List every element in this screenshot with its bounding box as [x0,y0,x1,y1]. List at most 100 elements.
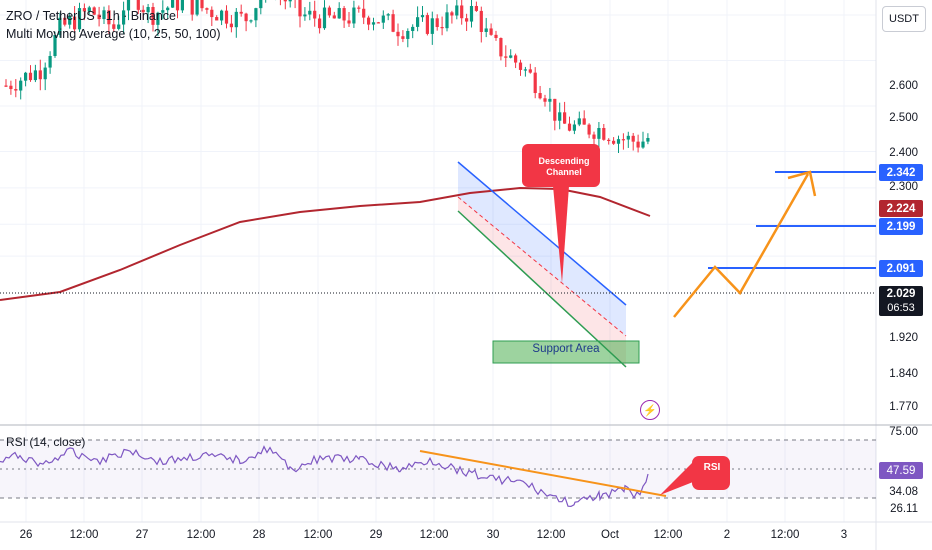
candle-body [215,17,219,21]
candle-body [136,0,140,10]
candle-body [411,26,415,31]
support-area-label: Support Area [532,343,600,355]
candle-body [514,55,518,63]
candle-body [259,0,263,9]
rsi-callout [692,456,730,490]
time-tick: Oct [601,529,619,541]
candle-body [53,34,57,56]
candle-body [318,18,322,29]
candle-body [626,135,630,140]
channel-lower-line [457,210,627,368]
candle-body [616,139,621,144]
candle-body [244,13,248,22]
candle-body [553,98,557,121]
channel-upper-line [457,161,627,306]
rsi-header[interactable]: RSI (14, close) [6,435,86,449]
candle-body [499,38,503,57]
time-tick: 12:00 [69,529,99,541]
candle-body [465,18,469,22]
candle-body [646,137,650,142]
time-tick: 29 [369,529,383,541]
candle-body [518,62,523,70]
descending-channel-callout [522,144,600,187]
candle-body [455,5,459,16]
candle-body [572,124,576,131]
candle-body [303,14,307,17]
candle-body [126,0,131,11]
candle-body [171,0,175,8]
indicator-label[interactable]: Multi Moving Average (10, 25, 50, 100) [6,27,221,41]
candle-body [298,0,302,17]
candle-body [327,7,331,16]
candle-body [175,0,180,11]
candle-body [4,85,8,87]
candle-body [63,17,67,25]
rsi-tick: 26.11 [890,503,918,515]
time-tick: 12:00 [419,529,449,541]
candle-body [582,118,586,125]
time-tick: 27 [135,529,149,541]
candle-body [509,55,513,58]
rsi-callout-pointer [660,462,693,495]
candle-body [224,10,229,24]
rsi-callout-label: RSI [703,462,721,473]
candle-body [381,15,385,23]
candle-body [254,8,258,21]
candle-body [489,28,493,35]
candle-body [308,10,312,15]
candle-body [636,141,640,148]
candle-body [543,98,547,102]
candle-body [58,17,62,35]
time-tick: 12:00 [653,529,683,541]
candle-body [28,72,33,81]
candle-body [567,123,572,131]
candle-body [146,7,150,13]
candle-body [577,118,581,125]
rsi-value-badge: 47.59 [879,462,923,479]
candle-body [474,5,478,11]
channel-lower-fill [458,197,626,367]
candle-body [73,16,77,30]
candle-body [430,18,434,34]
time-tick: 12:00 [770,529,800,541]
symbol-title[interactable]: ZRO / TetherUS · 1h · Binance [6,9,176,23]
level-badge-2091: 2.091 [879,260,923,277]
last-price-badge: 2.029 06:53 [879,286,923,316]
candle-body [602,128,606,140]
candle-body [479,10,483,32]
candle-body [229,23,233,28]
candle-body [450,12,454,16]
candle-body [641,141,645,148]
price-tick: 1.770 [889,401,918,413]
candle-body [367,17,371,25]
candle-body [371,22,376,25]
level-badge-2199: 2.199 [879,218,923,235]
candle-body [77,8,82,30]
lightning-icon[interactable]: ⚡ [640,400,660,420]
descending-channel-label: Descending Channel [538,156,590,177]
candle-body [592,134,596,139]
ma-badge-2224: 2.224 [879,200,923,217]
candle-body [161,10,165,13]
candle-body [376,22,380,24]
time-tick: 12:00 [303,529,333,541]
channel-midline [457,196,627,337]
price-tick: 2.500 [889,112,918,124]
candle-body [396,31,400,37]
candle-body [494,34,498,39]
candle-body [166,7,170,11]
price-tick: 2.300 [889,181,918,193]
candle-body [141,9,145,13]
candle-body [249,20,253,22]
candle-body [484,28,488,32]
currency-button[interactable]: USDT [882,6,926,32]
time-tick: 12:00 [536,529,566,541]
candle-body [87,7,91,12]
candle-body [469,5,474,22]
time-tick: 26 [19,529,33,541]
candle-body [460,5,464,19]
rsi-tick: 75.00 [889,426,918,438]
candle-body [68,16,72,25]
